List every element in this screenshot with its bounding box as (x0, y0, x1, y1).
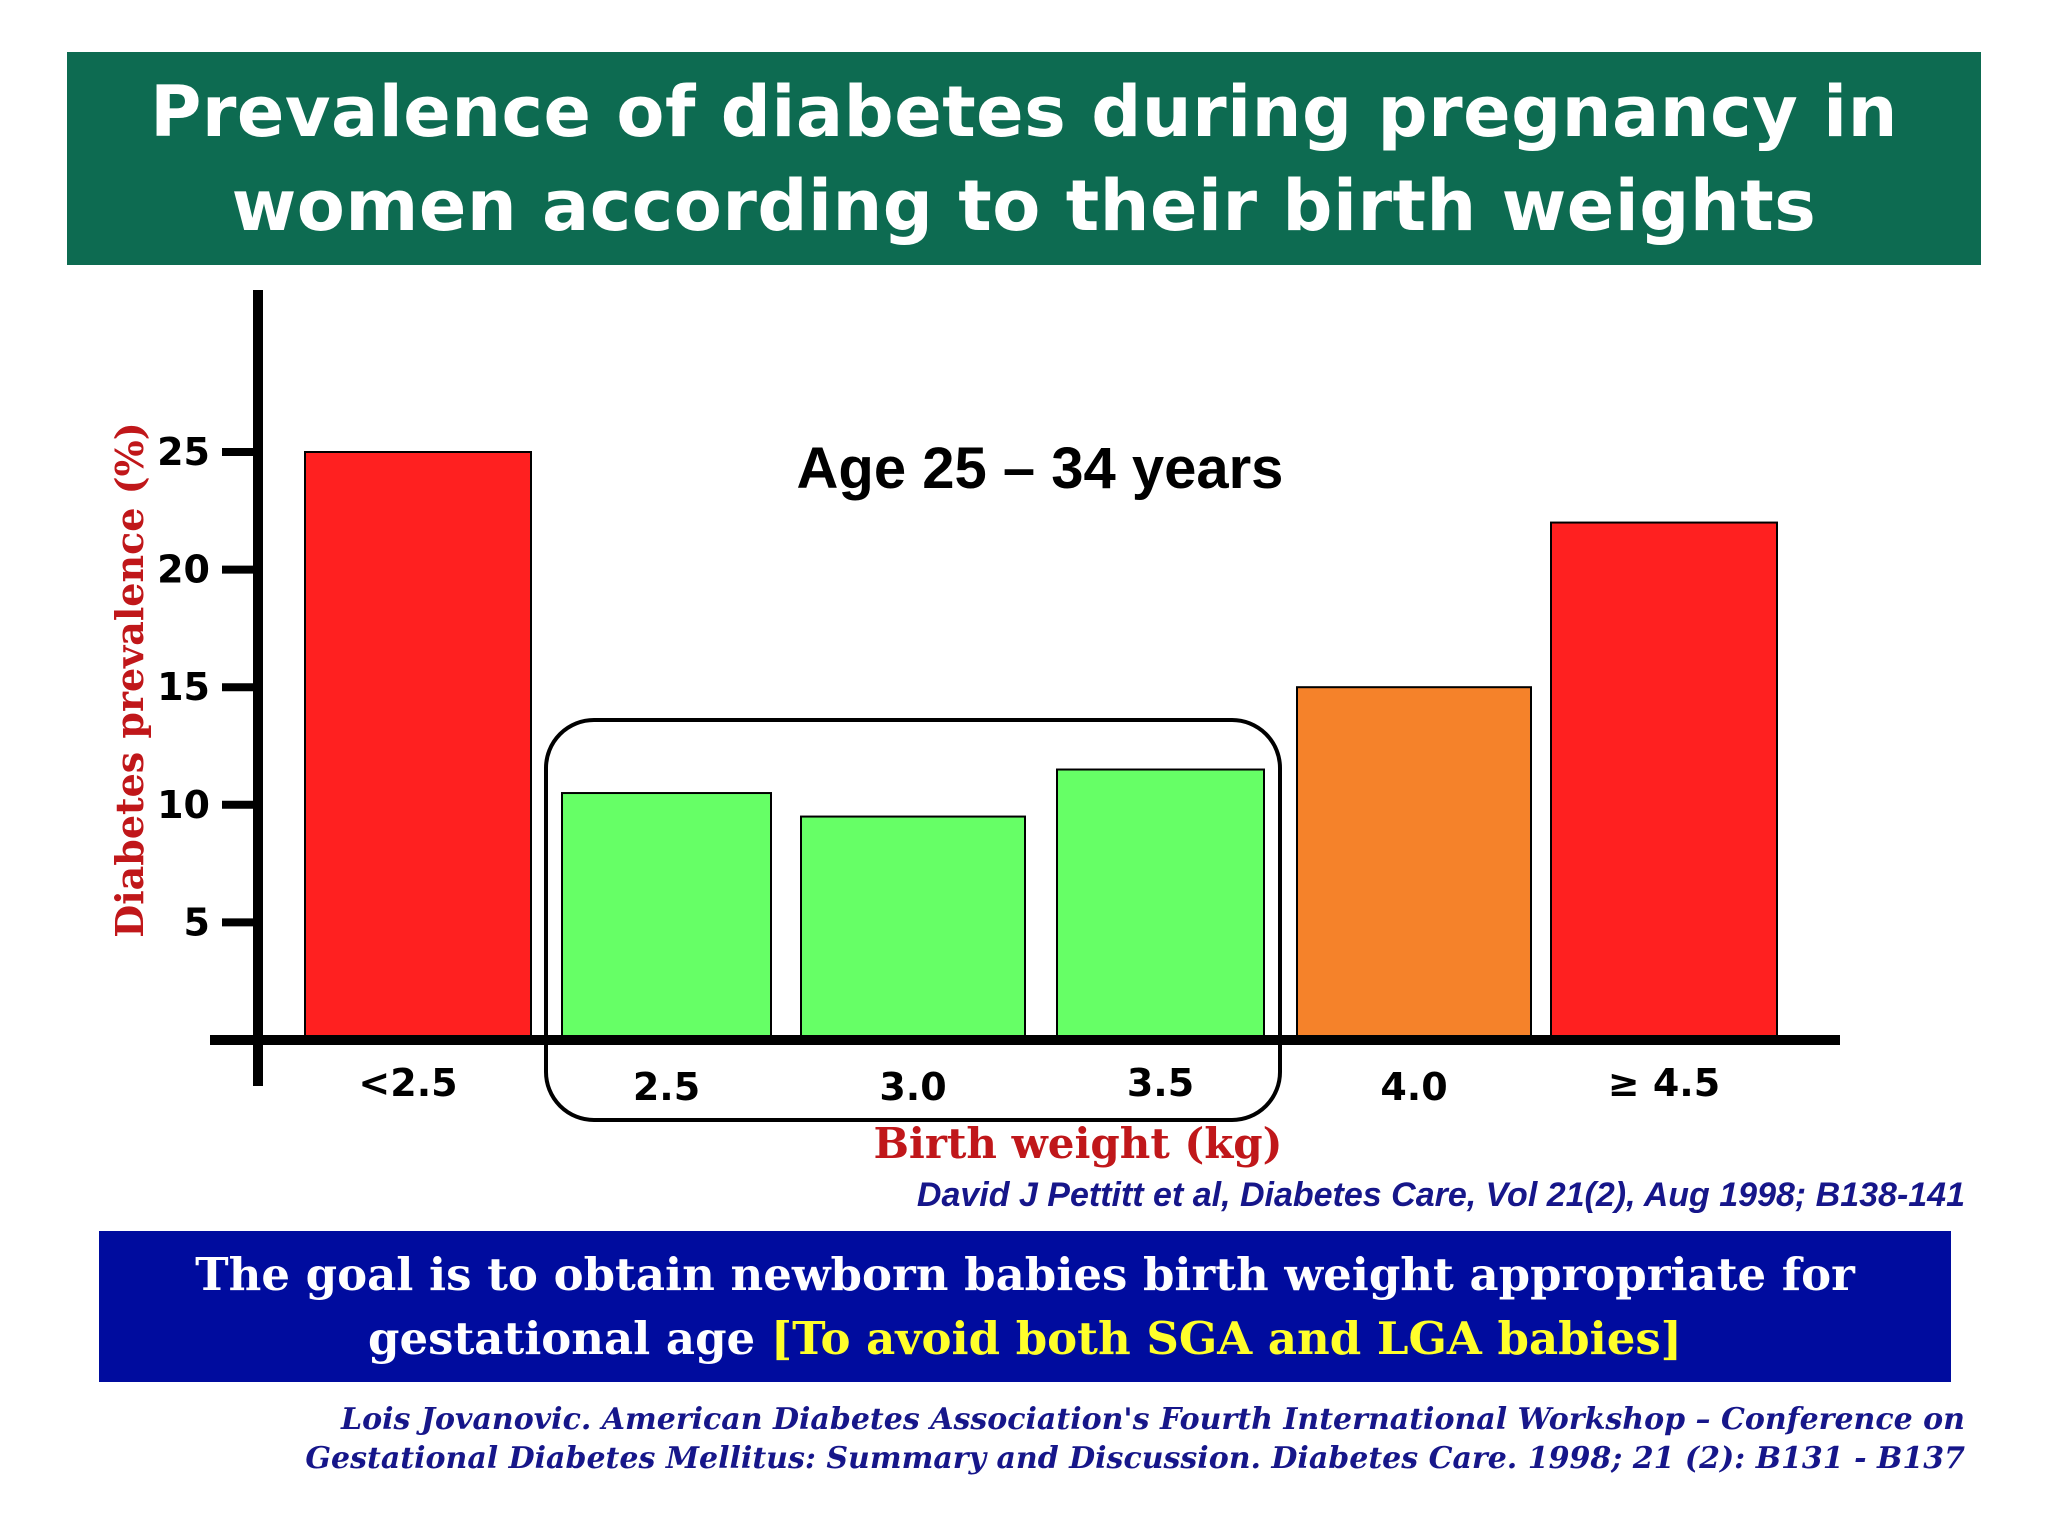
citation-jovanovic-line-1: Lois Jovanovic. American Diabetes Associ… (341, 1402, 1965, 1437)
x-tick-label-3: 3.5 (1127, 1061, 1194, 1105)
goal-banner: The goal is to obtain newborn babies bir… (99, 1231, 1951, 1382)
bar-1 (561, 792, 772, 1041)
x-axis-label: Birth weight (kg) (873, 1119, 1282, 1168)
goal-line-2-text: gestational age (368, 1311, 771, 1365)
x-tick-labels: <2.5 2.5 3.0 3.5 4.0 ≥ 4.5 (358, 1061, 1720, 1109)
y-tick-label-0: 5 (184, 900, 210, 944)
y-tick-label-2: 15 (157, 665, 210, 709)
goal-highlight: [To avoid both SGA and LGA babies] (770, 1311, 1682, 1365)
title-banner: Prevalence of diabetes during pregnancy … (67, 52, 1981, 265)
citation-pettitt: David J Pettitt et al, Diabetes Care, Vo… (916, 1176, 1965, 1214)
bar-2 (800, 815, 1026, 1041)
y-tick-label-3: 20 (157, 548, 210, 592)
x-tick-label-1: 2.5 (633, 1065, 700, 1109)
bar-4 (1296, 686, 1532, 1041)
x-tick-label-0: <2.5 (358, 1061, 457, 1105)
bar-5 (1550, 521, 1778, 1041)
title-line-1: Prevalence of diabetes during pregnancy … (150, 70, 1898, 153)
highlight-group-box (544, 718, 1282, 1122)
bar-chart: 5 10 15 20 25 <2.5 2.5 3.0 3.5 4.0 ≥ 4.5 Age 25 –… (107, 290, 1840, 1168)
bars-group (304, 451, 1778, 1042)
chart-subtitle: Age 25 – 34 years (797, 436, 1284, 501)
citation-jovanovic-line-2: Gestational Diabetes Mellitus: Summary a… (305, 1441, 1965, 1476)
goal-line-2: gestational age [To avoid both SGA and L… (99, 1307, 1951, 1371)
bar-0 (304, 451, 532, 1041)
x-tick-label-4: 4.0 (1380, 1065, 1447, 1109)
x-tick-label-2: 3.0 (879, 1065, 946, 1109)
y-ticks: 5 10 15 20 25 (157, 430, 258, 944)
x-tick-label-5: ≥ 4.5 (1608, 1061, 1720, 1105)
y-axis-label: Diabetes prevalence (%) (107, 422, 152, 937)
goal-line-1: The goal is to obtain newborn babies bir… (195, 1247, 1855, 1301)
bar-3 (1056, 768, 1265, 1042)
y-tick-label-4: 25 (157, 430, 210, 474)
y-tick-label-1: 10 (157, 783, 210, 827)
title-line-2: women according to their birth weights (231, 164, 1817, 247)
citation-jovanovic: Lois Jovanovic. American Diabetes Associ… (205, 1400, 1965, 1478)
